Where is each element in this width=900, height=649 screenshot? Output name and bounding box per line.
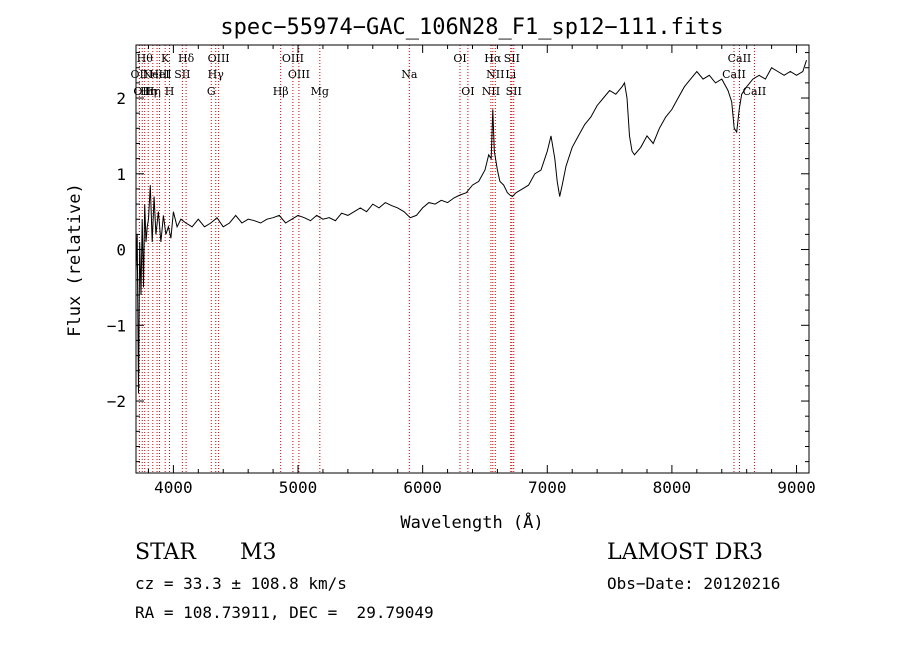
line-marker-label: Mg [311, 85, 329, 98]
line-marker-label: SII [174, 68, 190, 81]
line-marker-label: OI [453, 52, 466, 65]
line-marker-label: OI [461, 85, 474, 98]
line-marker-label: SII [504, 52, 520, 65]
line-marker-label: K [161, 52, 170, 65]
line-marker-label: Hγ [208, 68, 225, 81]
line-markers [138, 45, 755, 473]
chart-title: spec−55974−GAC_106N28_F1_sp12−111.fits [220, 15, 723, 40]
line-marker-label: OII [133, 85, 151, 98]
object-subclass: M3 [240, 540, 277, 565]
line-marker-label: CaII [722, 68, 746, 81]
line-marker-label: Hδ [178, 52, 195, 65]
x-axis-label: Wavelength (Å) [400, 511, 543, 533]
line-marker-label: Hθ [137, 52, 154, 65]
y-tick-label: −1 [107, 316, 126, 335]
x-tick-label: 6000 [403, 478, 442, 497]
object-class: STAR [135, 540, 196, 565]
line-marker-label: OIII [282, 52, 304, 65]
line-marker-label: Hα [484, 52, 502, 65]
y-tick-label: −2 [107, 392, 126, 411]
line-marker-label: OII [131, 68, 149, 81]
line-marker-label: G [207, 85, 216, 98]
spectrum-line [135, 60, 807, 394]
y-tick-label: 1 [116, 165, 126, 184]
line-marker-label: HeI [149, 68, 169, 81]
redshift-cz: cz = 33.3 ± 108.8 km/s [135, 574, 347, 593]
line-marker-label: Na [401, 68, 418, 81]
y-ticks: −2 −1 0 1 2 [107, 52, 809, 463]
line-marker-label: Hη [145, 85, 161, 98]
line-marker-label: H [165, 85, 175, 98]
survey-name: LAMOST DR3 [607, 540, 763, 565]
x-tick-label: 4000 [154, 478, 193, 497]
line-marker-label: NeIII [142, 68, 171, 81]
line-marker-label: NII [482, 85, 500, 98]
observation-date: Obs−Date: 20120216 [607, 574, 781, 593]
x-tick-label: 7000 [528, 478, 567, 497]
line-marker-label: OIII [288, 68, 310, 81]
line-marker-label: CaII [743, 85, 767, 98]
line-marker-label: NII [486, 68, 504, 81]
plot-frame [135, 44, 810, 474]
y-tick-label: 2 [116, 89, 126, 108]
x-tick-label: 8000 [653, 478, 692, 497]
x-ticks: 4000 5000 6000 7000 8000 9000 [147, 45, 816, 497]
y-axis-label: Flux (relative) [65, 183, 85, 337]
line-marker-label: SII [506, 85, 522, 98]
line-marker-label: CaII [728, 52, 752, 65]
y-tick-label: 0 [116, 241, 126, 260]
x-tick-label: 9000 [777, 478, 816, 497]
x-tick-label: 5000 [279, 478, 318, 497]
line-marker-label: OIII [208, 52, 230, 65]
line-marker-label: Li [505, 68, 516, 81]
line-marker-label: Hβ [273, 85, 289, 98]
ra-dec-coordinates: RA = 108.73911, DEC = 29.79049 [135, 603, 434, 622]
line-marker-label: Hη [140, 85, 156, 98]
